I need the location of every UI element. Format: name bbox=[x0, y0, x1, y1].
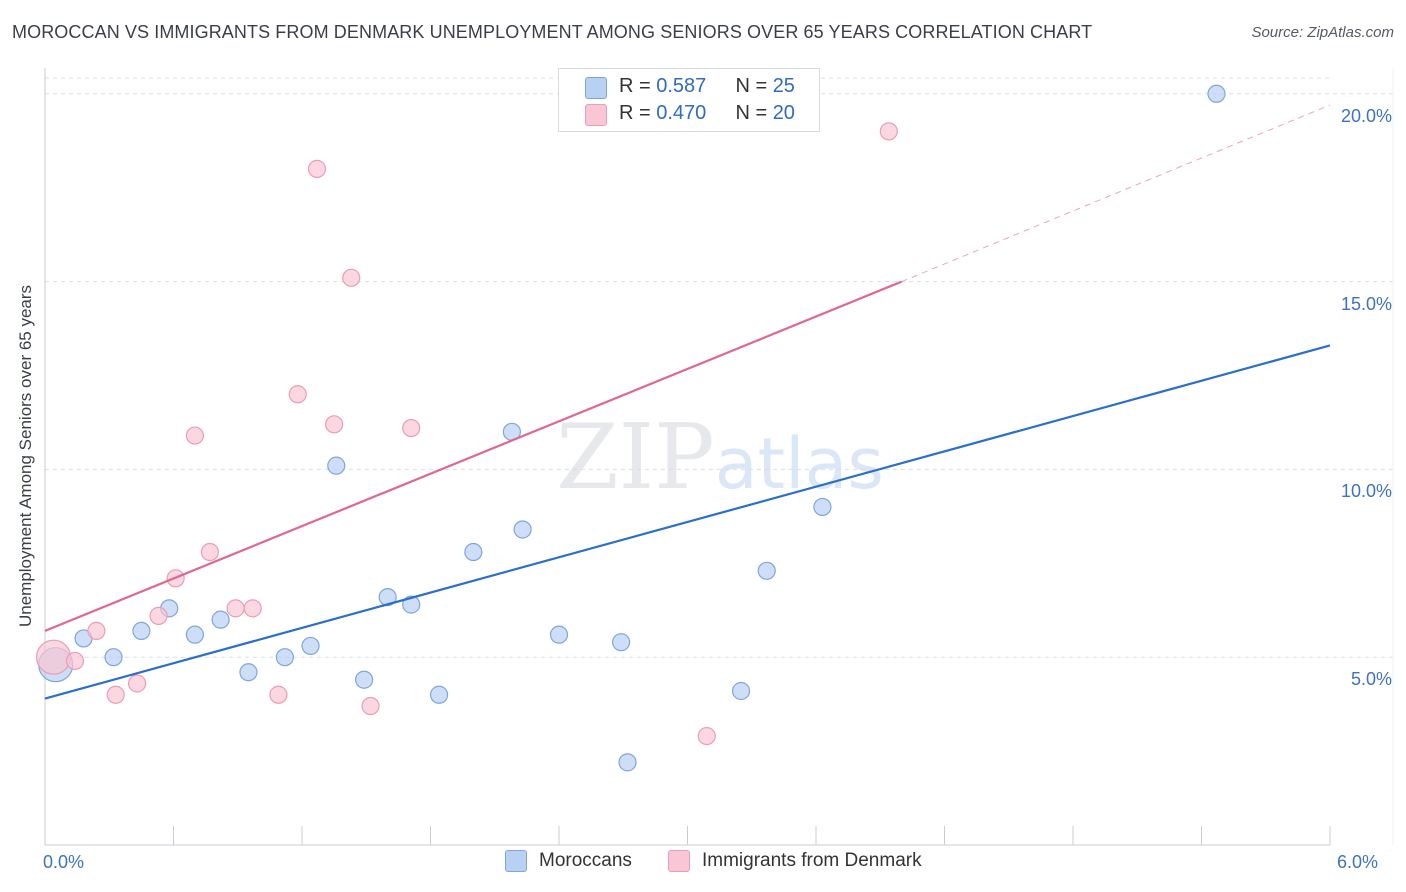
point-moroccans bbox=[813, 497, 832, 517]
point-denmark bbox=[342, 268, 361, 287]
point-denmark bbox=[697, 726, 716, 746]
point-denmark bbox=[127, 674, 147, 693]
point-denmark bbox=[269, 685, 288, 704]
legend-swatch-blue bbox=[585, 77, 607, 99]
legend-n-value: 20 bbox=[772, 102, 795, 124]
point-denmark bbox=[361, 696, 380, 716]
legend-label-denmark: Immigrants from Denmark bbox=[702, 850, 922, 871]
point-moroccans bbox=[1207, 84, 1226, 103]
legend-item-moroccans[interactable]: Moroccans bbox=[505, 850, 632, 872]
point-denmark bbox=[243, 599, 262, 618]
source-label: Source: ZipAtlas.com bbox=[1251, 24, 1394, 41]
point-denmark bbox=[185, 426, 205, 445]
legend-label-moroccans: Moroccans bbox=[539, 850, 632, 871]
y-tick-label: 20.0% bbox=[1340, 105, 1392, 126]
point-moroccans bbox=[185, 625, 205, 644]
point-moroccans bbox=[618, 753, 637, 772]
watermark-zip: ZIP bbox=[556, 405, 715, 510]
point-moroccans bbox=[104, 648, 123, 667]
point-denmark bbox=[149, 606, 168, 625]
legend-n-value: 25 bbox=[772, 75, 795, 97]
legend-r-label: R = bbox=[619, 75, 657, 97]
point-moroccans bbox=[757, 561, 776, 580]
legend-r-value: 0.470 bbox=[656, 102, 707, 124]
point-denmark bbox=[402, 418, 421, 438]
point-moroccans bbox=[211, 610, 230, 629]
x-tick-max: 6.0% bbox=[1337, 852, 1379, 872]
legend-n-label: N = bbox=[735, 102, 773, 124]
y-tick-label: 10.0% bbox=[1340, 481, 1392, 502]
point-denmark bbox=[65, 651, 85, 671]
point-moroccans bbox=[464, 542, 483, 562]
point-moroccans bbox=[513, 520, 532, 539]
watermark: ZIPatlas bbox=[556, 405, 884, 510]
point-moroccans bbox=[355, 670, 374, 689]
point-moroccans bbox=[378, 587, 397, 607]
point-denmark bbox=[200, 542, 220, 562]
legend-item-denmark[interactable]: Immigrants from Denmark bbox=[668, 850, 922, 872]
point-moroccans bbox=[402, 595, 421, 614]
x-tick-min: 0.0% bbox=[43, 852, 85, 872]
legend-swatch-pink bbox=[668, 850, 690, 872]
series-legend: Moroccans Immigrants from Denmark bbox=[0, 850, 1406, 878]
point-denmark bbox=[879, 122, 898, 141]
point-denmark bbox=[226, 599, 245, 618]
point-moroccans bbox=[301, 636, 320, 656]
point-moroccans bbox=[429, 685, 449, 704]
trendline-moroccans bbox=[44, 344, 1331, 700]
point-moroccans bbox=[239, 663, 258, 682]
y-tick-label: 15.0% bbox=[1340, 293, 1392, 314]
legend-swatch-pink bbox=[585, 104, 607, 126]
point-moroccans bbox=[549, 625, 569, 644]
point-denmark bbox=[307, 159, 327, 179]
trendline-denmark bbox=[44, 280, 903, 632]
y-axis-label: Unemployment Among Seniors over 65 years bbox=[16, 284, 35, 628]
legend-n-label: N = bbox=[735, 75, 773, 97]
watermark-atlas: atlas bbox=[715, 423, 884, 505]
trendline-denmark-extension bbox=[901, 104, 1331, 283]
point-moroccans bbox=[612, 633, 631, 652]
point-denmark bbox=[288, 385, 307, 404]
point-denmark bbox=[325, 415, 344, 434]
correlation-legend: R = 0.587 N = 25 R = 0.470 N = 20 bbox=[558, 68, 820, 132]
legend-r-label: R = bbox=[619, 102, 657, 124]
y-tick-label: 5.0% bbox=[1350, 669, 1392, 690]
point-moroccans bbox=[132, 621, 151, 641]
point-moroccans bbox=[327, 456, 346, 475]
point-denmark bbox=[106, 685, 125, 704]
point-moroccans bbox=[731, 681, 751, 701]
point-denmark bbox=[35, 639, 72, 675]
legend-swatch-blue bbox=[505, 850, 527, 872]
point-moroccans bbox=[275, 648, 294, 667]
chart-title: MOROCCAN VS IMMIGRANTS FROM DENMARK UNEM… bbox=[12, 22, 1093, 42]
point-denmark bbox=[87, 621, 106, 641]
legend-r-value: 0.587 bbox=[656, 75, 707, 97]
